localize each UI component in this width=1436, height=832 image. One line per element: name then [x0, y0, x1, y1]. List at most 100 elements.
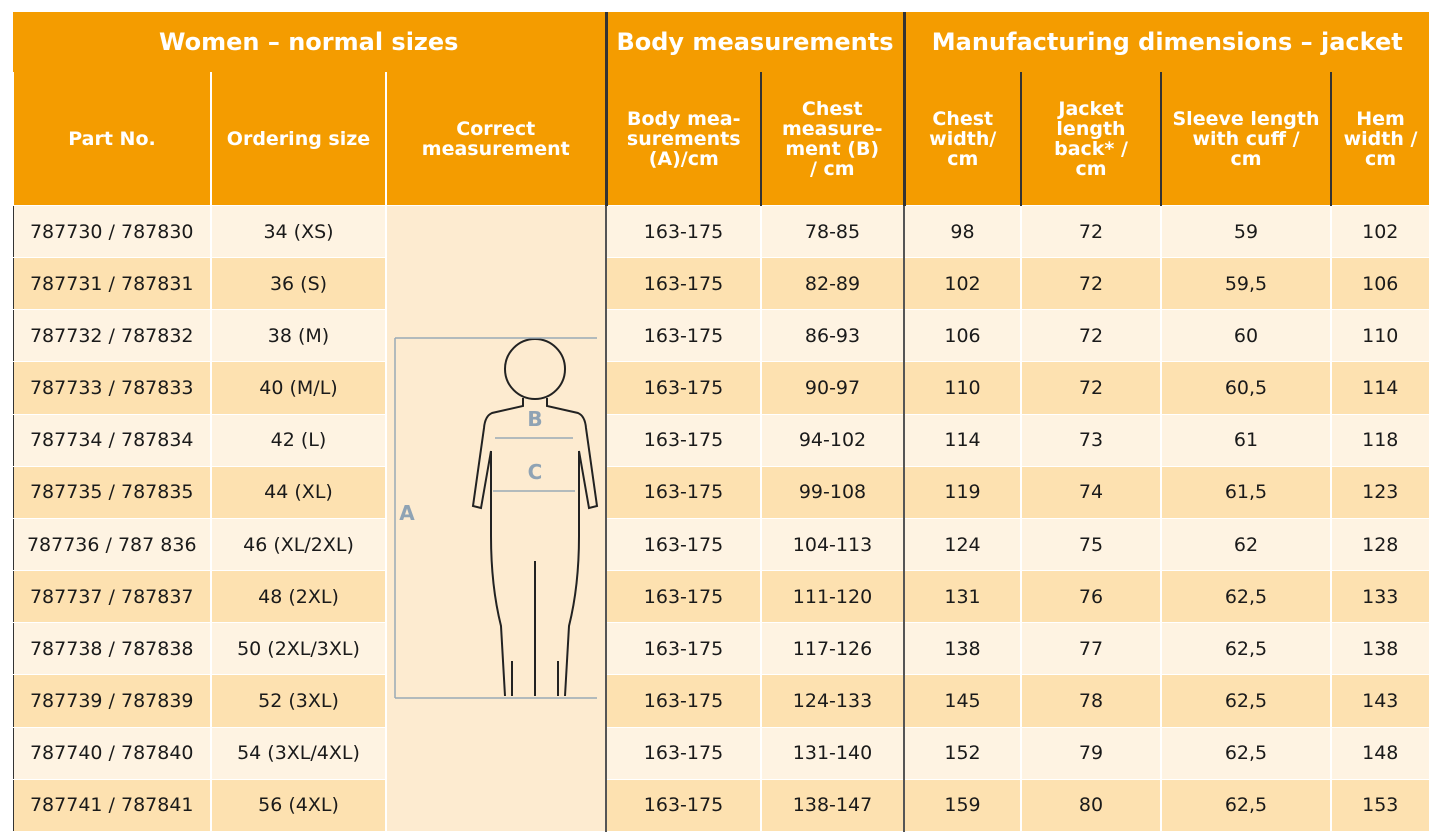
table-cell: 153	[1331, 779, 1429, 831]
table-cell: 34 (XS)	[211, 206, 386, 258]
table-cell: 119	[904, 466, 1021, 518]
table-cell: 787741 / 787841	[13, 779, 211, 831]
table-cell: 38 (M)	[211, 310, 386, 362]
table-cell: 72	[1021, 258, 1161, 310]
table-cell: 163-175	[606, 727, 761, 779]
table-cell: 78-85	[761, 206, 904, 258]
table-cell: 62,5	[1161, 675, 1331, 727]
table-cell: 111-120	[761, 571, 904, 623]
table-cell: 787732 / 787832	[13, 310, 211, 362]
table-cell: 124-133	[761, 675, 904, 727]
table-cell: 50 (2XL/3XL)	[211, 623, 386, 675]
measure-lines	[395, 338, 597, 698]
table-cell: 163-175	[606, 466, 761, 518]
table-cell: 59,5	[1161, 258, 1331, 310]
table-cell: 138	[904, 623, 1021, 675]
table-cell: 787731 / 787831	[13, 258, 211, 310]
table-cell: 138	[1331, 623, 1429, 675]
table-cell: 131-140	[761, 727, 904, 779]
table-cell: 123	[1331, 466, 1429, 518]
table-cell: 78	[1021, 675, 1161, 727]
table-cell: 163-175	[606, 414, 761, 466]
table-cell: 77	[1021, 623, 1161, 675]
table-cell: 82-89	[761, 258, 904, 310]
table-cell: 787735 / 787835	[13, 466, 211, 518]
table-cell: 72	[1021, 206, 1161, 258]
table-cell: 72	[1021, 310, 1161, 362]
table-cell: 90-97	[761, 362, 904, 414]
table-cell: 52 (3XL)	[211, 675, 386, 727]
table-cell: 36 (S)	[211, 258, 386, 310]
table-cell: 62	[1161, 518, 1331, 570]
table-cell: 56 (4XL)	[211, 779, 386, 831]
column-header: Hem width / cm	[1331, 72, 1429, 206]
table-cell: 163-175	[606, 206, 761, 258]
column-header: Jacket length back* / cm	[1021, 72, 1161, 206]
column-header: Sleeve length with cuff / cm	[1161, 72, 1331, 206]
column-header: Body mea- surements (A)/cm	[606, 72, 761, 206]
table-cell: 102	[904, 258, 1021, 310]
table-cell: 46 (XL/2XL)	[211, 518, 386, 570]
table-cell: 787740 / 787840	[13, 727, 211, 779]
table-cell: 60,5	[1161, 362, 1331, 414]
table-cell: 62,5	[1161, 571, 1331, 623]
table-cell: 159	[904, 779, 1021, 831]
table-cell: 787736 / 787 836	[13, 518, 211, 570]
table-cell: 133	[1331, 571, 1429, 623]
column-header: Part No.	[13, 72, 211, 206]
table-cell: 787737 / 787837	[13, 571, 211, 623]
table-cell: 54 (3XL/4XL)	[211, 727, 386, 779]
table-cell: 114	[904, 414, 1021, 466]
table-cell: 128	[1331, 518, 1429, 570]
table-cell: 152	[904, 727, 1021, 779]
table-cell: 163-175	[606, 571, 761, 623]
table-cell: 145	[904, 675, 1021, 727]
table-cell: 163-175	[606, 518, 761, 570]
table-cell: 48 (2XL)	[211, 571, 386, 623]
table-cell: 163-175	[606, 362, 761, 414]
table-cell: 787739 / 787839	[13, 675, 211, 727]
column-header: Chest measure- ment (B) / cm	[761, 72, 904, 206]
group-header: Manufacturing dimensions – jacket	[904, 12, 1429, 72]
table-cell: 73	[1021, 414, 1161, 466]
table-cell: 138-147	[761, 779, 904, 831]
group-header: Women – normal sizes	[13, 12, 606, 72]
column-header: Chest width/ cm	[904, 72, 1021, 206]
table-cell: 163-175	[606, 623, 761, 675]
group-header: Body measurements	[606, 12, 904, 72]
table-cell: 76	[1021, 571, 1161, 623]
figure-label: B	[527, 407, 542, 431]
table-cell: 42 (L)	[211, 414, 386, 466]
table-cell: 110	[904, 362, 1021, 414]
table-cell: 106	[1331, 258, 1429, 310]
table-cell: 163-175	[606, 675, 761, 727]
table-cell: 75	[1021, 518, 1161, 570]
table-cell: 99-108	[761, 466, 904, 518]
table-cell: 62,5	[1161, 623, 1331, 675]
table-cell: 124	[904, 518, 1021, 570]
table-cell: 61,5	[1161, 466, 1331, 518]
table-cell: 102	[1331, 206, 1429, 258]
table-cell: 44 (XL)	[211, 466, 386, 518]
table-cell: 131	[904, 571, 1021, 623]
table-cell: 79	[1021, 727, 1161, 779]
table-cell: 787734 / 787834	[13, 414, 211, 466]
column-header: Ordering size	[211, 72, 386, 206]
table-cell: 62,5	[1161, 779, 1331, 831]
table-cell: 86-93	[761, 310, 904, 362]
table-cell: 163-175	[606, 258, 761, 310]
figure-outline	[473, 339, 597, 696]
table-cell: 98	[904, 206, 1021, 258]
table-cell: 787733 / 787833	[13, 362, 211, 414]
figure-label: A	[399, 501, 415, 525]
table-cell: 40 (M/L)	[211, 362, 386, 414]
table-cell: 80	[1021, 779, 1161, 831]
